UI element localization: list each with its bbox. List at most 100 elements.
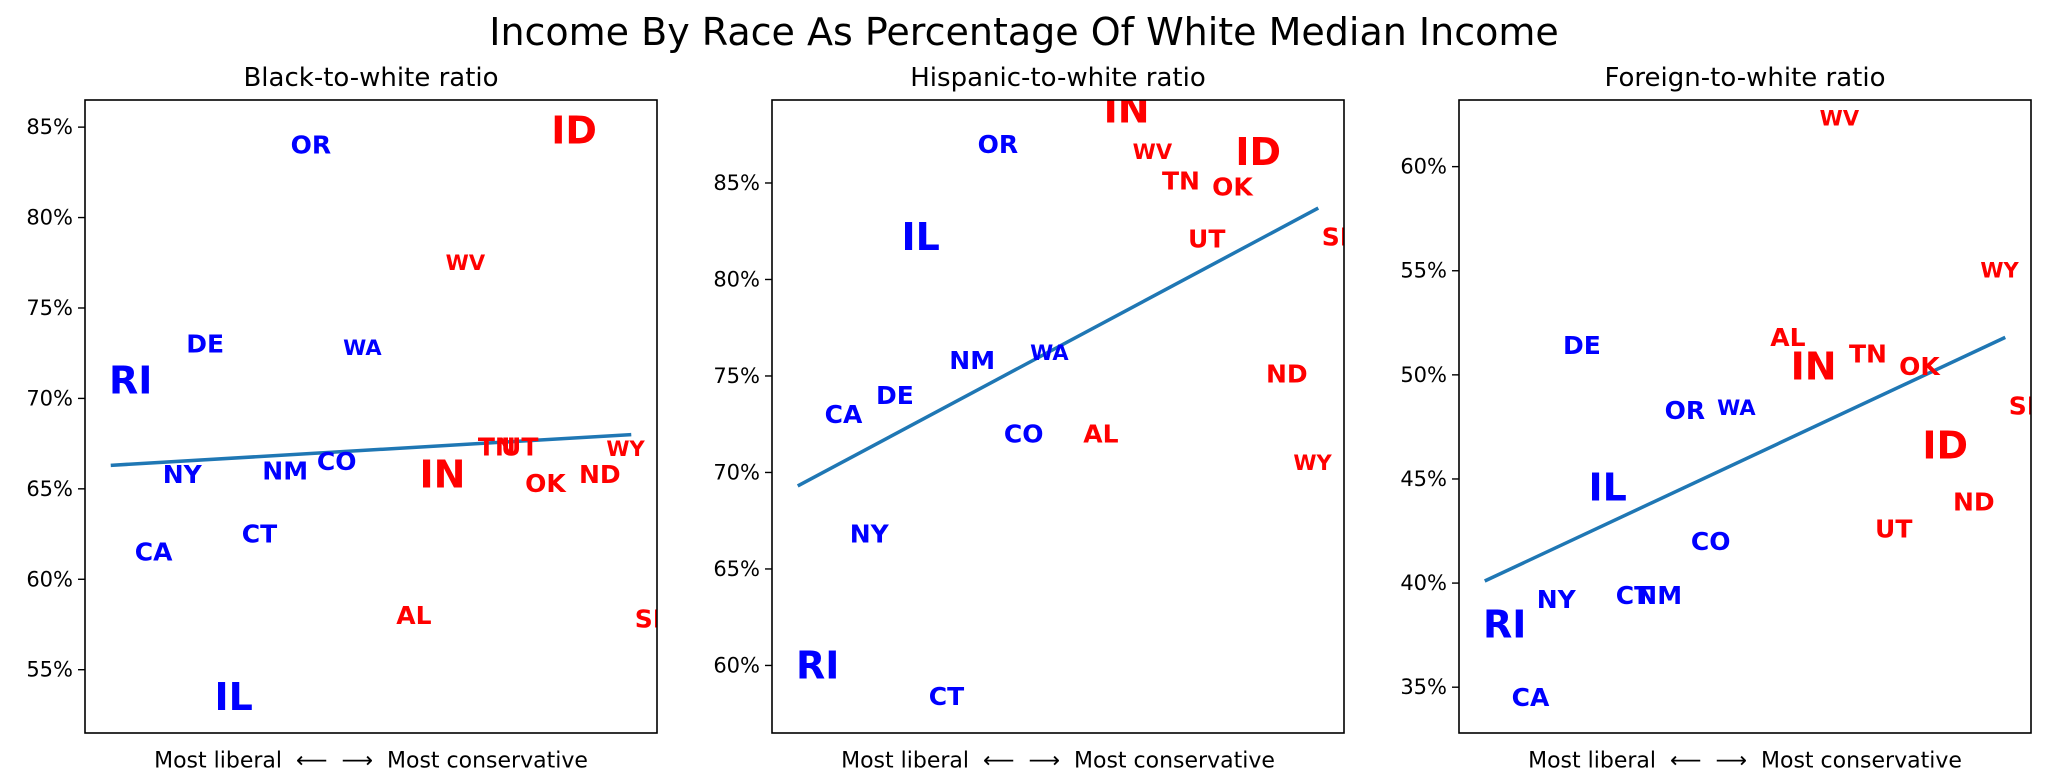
- state-label-ct: CT: [1616, 581, 1651, 610]
- state-label-tn: TN: [1162, 167, 1200, 196]
- y-tick-label: 75%: [713, 364, 760, 388]
- state-label-tn: TN: [478, 433, 516, 462]
- subplot-2: Hispanic-to-white ratio RI CA NY DE IL CT NM OR C…: [713, 63, 1361, 774]
- y-tick-label: 70%: [713, 460, 760, 484]
- state-label-nm: NM: [1636, 581, 1682, 610]
- state-label-ok: OK: [1212, 172, 1254, 201]
- state-label-nd: ND: [1953, 487, 1995, 516]
- state-label-in: IN: [1791, 345, 1837, 389]
- state-label-de: DE: [1563, 331, 1601, 360]
- state-label-sd: SD: [1322, 223, 1361, 252]
- state-label-or: OR: [978, 130, 1019, 159]
- state-label-ca: CA: [1512, 683, 1550, 712]
- state-label-wv: WV: [446, 251, 486, 275]
- state-label-ok: OK: [525, 469, 567, 498]
- y-tick-label: 80%: [26, 206, 73, 230]
- state-label-il: IL: [215, 675, 253, 719]
- y-tick-label: 85%: [713, 171, 760, 195]
- state-label-wa: WA: [1030, 341, 1069, 365]
- state-label-co: CO: [1004, 419, 1044, 448]
- state-label-de: DE: [876, 381, 914, 410]
- state-label-wv: WV: [1133, 140, 1173, 164]
- y-tick-label: 50%: [1400, 363, 1447, 387]
- state-label-al: AL: [1770, 323, 1805, 352]
- state-label-nd: ND: [579, 460, 621, 489]
- subplots: Black-to-white ratioRICANYDEILCTNMORCOWA…: [26, 63, 2048, 774]
- state-label-ct: CT: [242, 520, 277, 549]
- x-axis-label: Most liberal ⟵ ⟶ Most conservative: [841, 749, 1275, 774]
- state-label-wy: WY: [1980, 259, 2019, 283]
- state-label-or: OR: [291, 131, 332, 160]
- trend-line: [796, 206, 1320, 488]
- y-tick-label: 40%: [1400, 571, 1447, 595]
- state-label-ny: NY: [850, 520, 890, 549]
- state-label-al: AL: [1083, 419, 1118, 448]
- y-tick-label: 60%: [1400, 155, 1447, 179]
- x-axis-label: Most liberal ⟵ ⟶ Most conservative: [154, 749, 588, 774]
- state-label-ok: OK: [1899, 352, 1941, 381]
- state-label-id: ID: [551, 109, 597, 153]
- x-axis-label: Most liberal ⟵ ⟶ Most conservative: [1528, 749, 1962, 774]
- state-label-wv: WV: [1820, 107, 1860, 131]
- axes-frame: [771, 99, 1345, 734]
- state-label-ut: UT: [1875, 514, 1912, 543]
- y-tick-label: 55%: [26, 658, 73, 682]
- y-tick-label: 85%: [26, 115, 73, 139]
- state-label-or: OR: [1665, 396, 1706, 425]
- y-tick-label: 80%: [713, 267, 760, 291]
- state-label-ct: CT: [929, 682, 964, 711]
- state-label-il: IL: [1589, 465, 1627, 509]
- state-label-co: CO: [317, 447, 357, 476]
- state-label-ny: NY: [1537, 585, 1577, 614]
- state-label-nm: NM: [949, 346, 995, 375]
- y-tick-label: 60%: [713, 653, 760, 677]
- subplot-title: Foreign-to-white ratio: [1605, 63, 1886, 93]
- state-label-ca: CA: [825, 400, 863, 429]
- state-label-in: IN: [420, 452, 466, 496]
- y-tick-label: 45%: [1400, 467, 1447, 491]
- state-label-de: DE: [186, 330, 224, 359]
- y-tick-label: 65%: [713, 557, 760, 581]
- state-label-sd: SD: [635, 605, 674, 634]
- state-label-id: ID: [1922, 424, 1968, 468]
- state-label-wy: WY: [606, 437, 645, 461]
- state-label-wy: WY: [1293, 451, 1332, 475]
- state-label-nd: ND: [1266, 360, 1308, 389]
- state-label-ri: RI: [796, 643, 839, 687]
- y-tick-label: 75%: [26, 296, 73, 320]
- state-label-wa: WA: [343, 336, 382, 360]
- y-tick-label: 60%: [26, 567, 73, 591]
- state-label-ca: CA: [135, 538, 173, 567]
- state-label-nm: NM: [262, 456, 308, 485]
- state-label-il: IL: [902, 215, 940, 259]
- state-label-id: ID: [1235, 130, 1281, 174]
- figure-title: Income By Race As Percentage Of White Me…: [489, 10, 1559, 54]
- state-label-wa: WA: [1717, 396, 1756, 420]
- axes-frame: [84, 99, 658, 734]
- subplot-title: Hispanic-to-white ratio: [910, 63, 1205, 93]
- state-label-al: AL: [396, 601, 431, 630]
- state-label-tn: TN: [1849, 340, 1887, 369]
- y-tick-label: 70%: [26, 386, 73, 410]
- state-label-ut: UT: [1188, 224, 1225, 253]
- state-label-ny: NY: [163, 460, 203, 489]
- state-label-in: IN: [1104, 88, 1150, 132]
- y-tick-label: 35%: [1400, 675, 1447, 699]
- state-label-ut: UT: [501, 433, 538, 462]
- trend-line: [1483, 335, 2007, 583]
- state-label-co: CO: [1691, 527, 1731, 556]
- state-label-ri: RI: [1483, 603, 1526, 647]
- subplot-1: Black-to-white ratio RI CA NY DE IL CT NM OR CO WA…: [26, 63, 674, 774]
- y-tick-label: 65%: [26, 477, 73, 501]
- state-label-sd: SD: [2009, 392, 2048, 421]
- y-tick-label: 55%: [1400, 259, 1447, 283]
- trend-line: [110, 432, 632, 468]
- subplot-title: Black-to-white ratio: [243, 63, 498, 93]
- state-label-ri: RI: [109, 358, 152, 402]
